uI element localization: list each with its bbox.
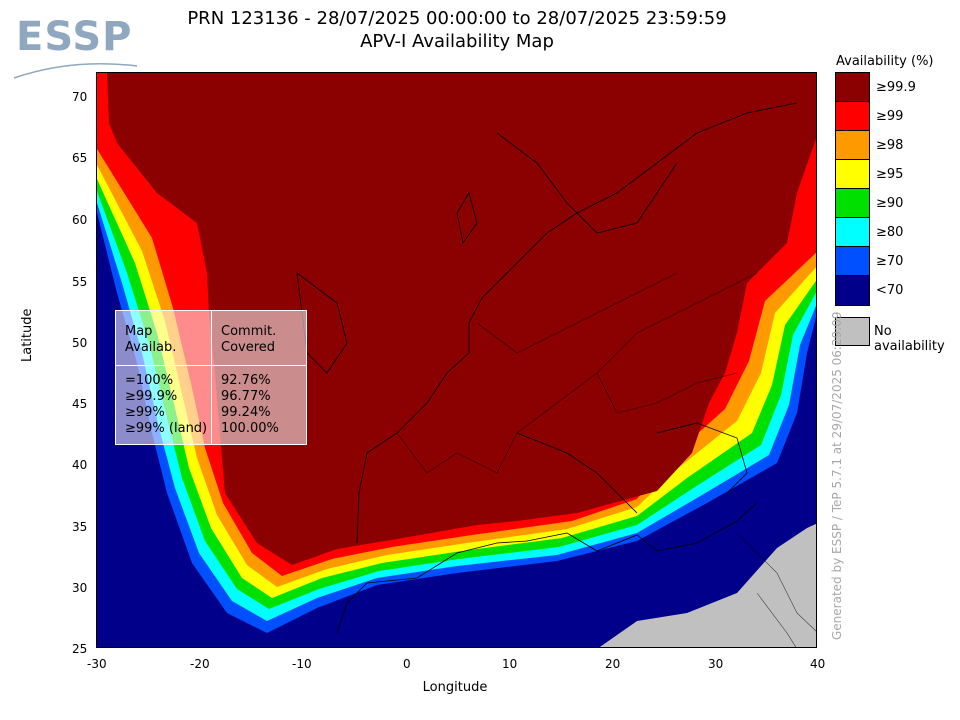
- legend-swatch: [836, 247, 869, 276]
- y-tick: 35: [72, 520, 88, 534]
- legend-swatch: [836, 276, 869, 305]
- y-tick: 45: [72, 397, 88, 411]
- x-tick: -20: [190, 657, 210, 671]
- legend-swatch: [836, 102, 869, 131]
- legend-label: ≥80: [876, 225, 904, 240]
- stats-header-right-1: Commit.: [221, 324, 277, 339]
- y-tick: 50: [72, 336, 88, 350]
- legend-swatch: [836, 189, 869, 218]
- x-tick: -10: [292, 657, 312, 671]
- map-title: APV-I Availability Map: [360, 31, 554, 52]
- availability-map: [96, 72, 817, 648]
- legend-swatch: [836, 131, 869, 160]
- generator-watermark: Generated by ESSP / TeP 5.7.1 at 29/07/2…: [830, 311, 844, 640]
- y-tick: 40: [72, 458, 88, 472]
- stats-header-right-2: Covered: [221, 340, 276, 355]
- essp-logo: ESSP: [12, 14, 142, 84]
- x-tick: 30: [708, 657, 724, 671]
- x-axis-label: Longitude: [422, 680, 488, 695]
- legend-swatch: [836, 73, 869, 102]
- x-tick: 10: [502, 657, 518, 671]
- x-tick: 20: [605, 657, 621, 671]
- legend-label: ≥70: [876, 254, 904, 269]
- border-lines: [396, 272, 816, 647]
- y-tick: 60: [72, 213, 88, 227]
- map-canvas: [97, 73, 816, 647]
- stats-header-left-1: Map: [125, 324, 153, 339]
- legend-label: ≥99.9: [876, 80, 916, 95]
- stats-row-label: ≥99%: [125, 405, 165, 420]
- legend-swatch: [836, 160, 869, 189]
- stats-row-label: ≥99.9%: [125, 389, 178, 404]
- y-axis-label: Latitude: [20, 308, 35, 362]
- logo-text: ESSP: [16, 14, 133, 60]
- no-availability-swatch: [835, 317, 870, 346]
- logo-swoosh: [13, 63, 138, 79]
- availability-legend: [835, 72, 870, 306]
- y-tick: 65: [72, 151, 88, 165]
- legend-swatch: [836, 218, 869, 247]
- x-tick: 0: [403, 657, 411, 671]
- stats-header-left-2: Availab.: [125, 340, 177, 355]
- legend-label: ≥90: [876, 196, 904, 211]
- stats-row-label: =100%: [125, 373, 174, 388]
- y-tick: 70: [72, 90, 88, 104]
- legend-label: ≥98: [876, 138, 904, 153]
- y-tick: 55: [72, 275, 88, 289]
- y-tick: 25: [72, 642, 88, 656]
- stats-row-value: 96.77%: [221, 389, 271, 404]
- x-tick: 40: [810, 657, 826, 671]
- y-tick: 30: [72, 581, 88, 595]
- no-availability-label: No availability: [874, 324, 945, 354]
- no-availability-area: [599, 523, 816, 647]
- legend-label: <70: [876, 283, 904, 298]
- coastlines: [296, 102, 798, 634]
- legend-title: Availability (%): [836, 54, 934, 69]
- legend-label: ≥99: [876, 109, 904, 124]
- stats-row-label: ≥99% (land): [125, 421, 208, 436]
- coverage-stats-table: Map Availab. Commit. Covered =100% 92.76…: [115, 310, 307, 445]
- map-title-period: PRN 123136 - 28/07/2025 00:00:00 to 28/0…: [187, 8, 727, 29]
- stats-row-value: 92.76%: [221, 373, 271, 388]
- legend-label: ≥95: [876, 167, 904, 182]
- x-tick: -30: [87, 657, 107, 671]
- stats-row-value: 99.24%: [221, 405, 271, 420]
- stats-row-value: 100.00%: [221, 421, 279, 436]
